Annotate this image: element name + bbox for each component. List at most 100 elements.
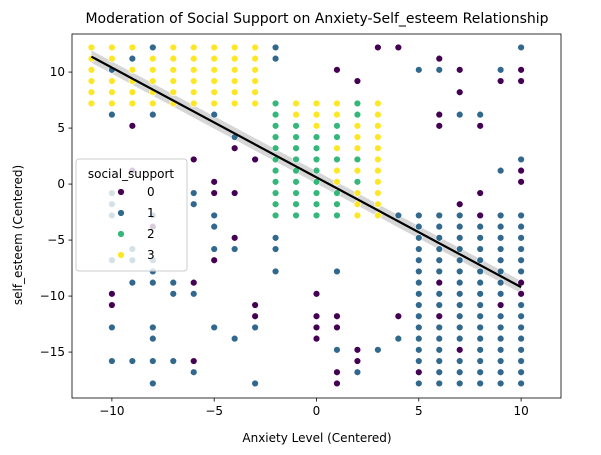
data-point bbox=[476, 278, 484, 287]
data-point bbox=[496, 66, 505, 74]
data-point bbox=[169, 88, 177, 96]
legend-marker bbox=[117, 251, 125, 259]
data-point bbox=[251, 43, 259, 52]
data-point bbox=[333, 346, 341, 354]
y-tick-label: −15 bbox=[40, 345, 65, 359]
data-point bbox=[517, 357, 525, 365]
data-point bbox=[374, 144, 382, 152]
data-point bbox=[333, 312, 341, 320]
data-point bbox=[374, 189, 382, 197]
data-point bbox=[353, 99, 362, 108]
data-point bbox=[312, 211, 321, 220]
x-tick-label: 10 bbox=[513, 404, 528, 418]
data-point bbox=[190, 368, 198, 376]
data-point bbox=[517, 166, 525, 175]
data-point bbox=[353, 144, 362, 152]
data-point bbox=[149, 66, 157, 74]
data-point bbox=[128, 88, 137, 96]
data-point bbox=[292, 155, 300, 164]
legend-box bbox=[75, 158, 188, 272]
data-point bbox=[210, 54, 218, 63]
data-point bbox=[271, 110, 280, 119]
data-point bbox=[333, 110, 341, 119]
data-point bbox=[251, 54, 259, 63]
data-point bbox=[435, 290, 443, 298]
data-point bbox=[496, 245, 505, 253]
data-point bbox=[415, 278, 423, 287]
data-point bbox=[230, 245, 239, 253]
data-point bbox=[374, 99, 382, 108]
data-point bbox=[353, 368, 362, 376]
data-point bbox=[476, 368, 484, 376]
data-point bbox=[271, 99, 280, 108]
data-point bbox=[271, 122, 280, 130]
data-point bbox=[476, 234, 484, 242]
legend-marker bbox=[117, 209, 125, 217]
data-point bbox=[149, 77, 157, 85]
data-point bbox=[394, 334, 403, 343]
data-point bbox=[456, 110, 464, 119]
data-point bbox=[353, 200, 362, 208]
data-point bbox=[435, 66, 443, 74]
data-point bbox=[271, 43, 280, 52]
data-point bbox=[435, 110, 443, 119]
data-point bbox=[517, 178, 525, 186]
data-point bbox=[517, 222, 525, 231]
x-tick-label: 5 bbox=[415, 404, 423, 418]
data-point bbox=[128, 54, 137, 63]
data-point bbox=[517, 368, 525, 376]
data-point bbox=[190, 357, 198, 365]
data-point bbox=[517, 77, 525, 85]
data-point bbox=[292, 133, 300, 141]
data-point bbox=[456, 211, 464, 220]
data-point bbox=[149, 278, 157, 287]
data-point bbox=[476, 267, 484, 276]
data-point bbox=[496, 312, 505, 320]
data-point bbox=[476, 211, 484, 220]
data-point bbox=[210, 323, 218, 332]
data-point bbox=[415, 357, 423, 365]
data-point bbox=[456, 368, 464, 376]
data-point bbox=[435, 346, 443, 354]
data-point bbox=[415, 267, 423, 276]
data-point bbox=[415, 323, 423, 332]
data-point bbox=[476, 189, 484, 197]
data-point bbox=[476, 122, 484, 130]
data-point bbox=[394, 211, 403, 220]
data-point bbox=[210, 66, 218, 74]
data-point bbox=[333, 99, 341, 108]
data-point bbox=[517, 301, 525, 309]
data-point bbox=[476, 357, 484, 365]
data-point bbox=[435, 267, 443, 276]
data-point bbox=[456, 334, 464, 343]
data-point bbox=[496, 346, 505, 354]
data-point bbox=[353, 133, 362, 141]
data-point bbox=[456, 245, 464, 253]
data-point bbox=[108, 301, 116, 309]
data-point bbox=[456, 301, 464, 309]
data-point bbox=[128, 99, 137, 108]
data-point bbox=[230, 144, 239, 152]
data-point bbox=[108, 77, 116, 85]
data-point bbox=[292, 110, 300, 119]
data-point bbox=[415, 234, 423, 242]
data-point bbox=[312, 189, 321, 197]
data-point bbox=[251, 155, 259, 164]
data-point bbox=[353, 211, 362, 220]
data-point bbox=[435, 234, 443, 242]
data-point bbox=[435, 323, 443, 332]
data-point bbox=[394, 312, 403, 320]
legend-items: 0 1 2 3 bbox=[117, 185, 155, 262]
data-point bbox=[353, 110, 362, 119]
data-point bbox=[292, 99, 300, 108]
data-point bbox=[456, 256, 464, 264]
data-point bbox=[251, 323, 259, 332]
legend-label: 0 bbox=[147, 185, 155, 199]
data-point bbox=[190, 77, 198, 85]
data-point bbox=[415, 334, 423, 343]
y-tick-label: 10 bbox=[50, 65, 65, 79]
data-point bbox=[210, 88, 218, 96]
legend-marker bbox=[117, 188, 125, 196]
data-point bbox=[169, 43, 177, 52]
